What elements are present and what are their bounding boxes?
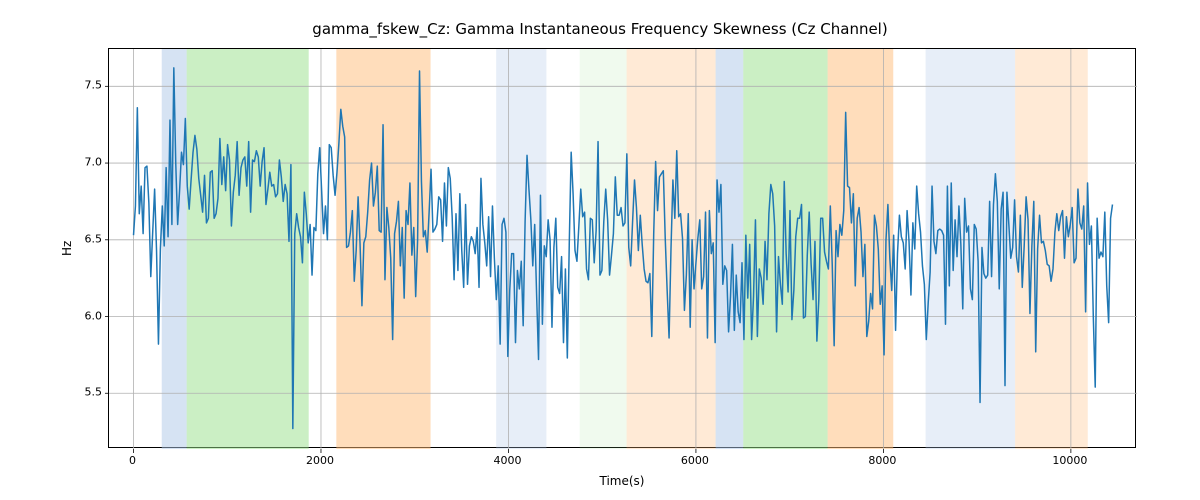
- x-tick-label: 2000: [306, 454, 334, 467]
- highlight-band: [926, 49, 1016, 449]
- x-axis-label: Time(s): [108, 474, 1136, 488]
- x-tick-label: 6000: [681, 454, 709, 467]
- y-tick-label: 5.5: [78, 386, 102, 399]
- highlight-band: [716, 49, 744, 449]
- x-tick-label: 0: [129, 454, 136, 467]
- x-tick-label: 8000: [868, 454, 896, 467]
- y-tick-label: 6.5: [78, 232, 102, 245]
- y-tick-label: 7.0: [78, 156, 102, 169]
- y-axis-label: Hz: [60, 241, 74, 256]
- highlight-band: [187, 49, 309, 449]
- chart-title: gamma_fskew_Cz: Gamma Instantaneous Freq…: [0, 20, 1200, 38]
- x-tick-label: 4000: [493, 454, 521, 467]
- highlight-band: [496, 49, 546, 449]
- x-tick-label: 10000: [1052, 454, 1087, 467]
- figure: gamma_fskew_Cz: Gamma Instantaneous Freq…: [0, 0, 1200, 500]
- y-tick-label: 6.0: [78, 309, 102, 322]
- y-tick-label: 7.5: [78, 79, 102, 92]
- chart-axes: [108, 48, 1136, 448]
- highlight-band: [336, 49, 430, 449]
- plot-svg: [109, 49, 1137, 449]
